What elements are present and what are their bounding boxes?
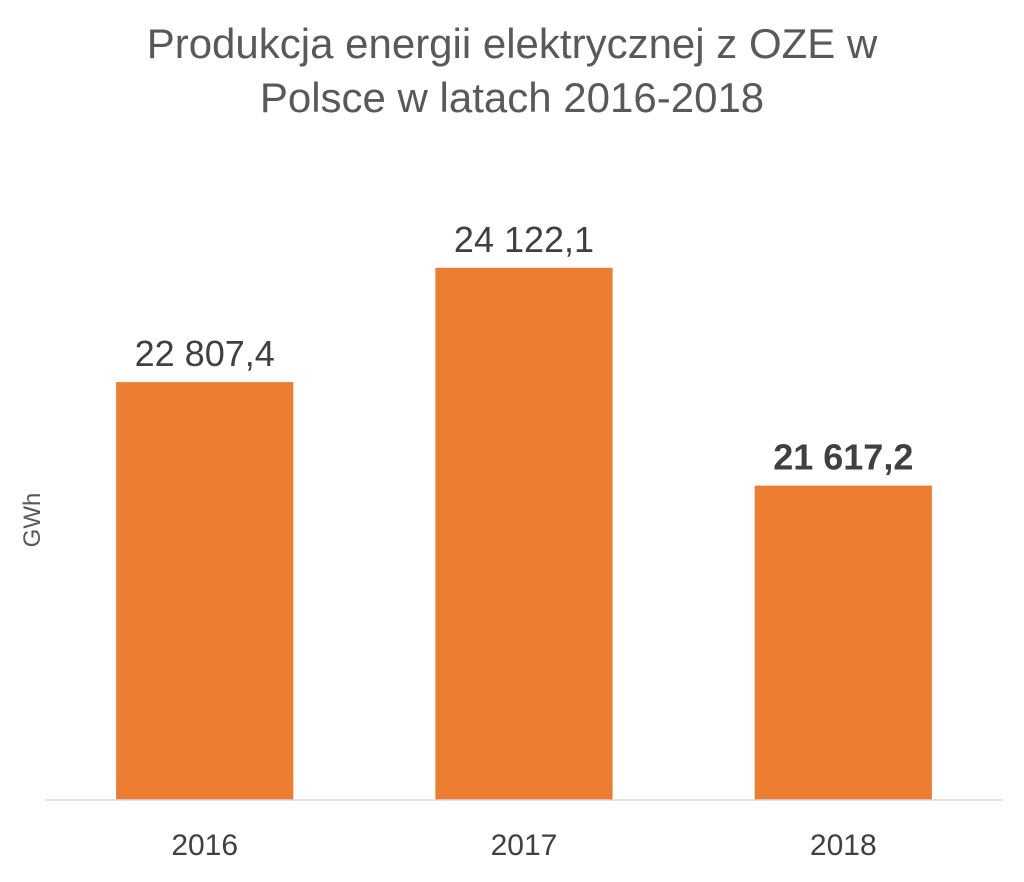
- data-label-2016: 22 807,4: [135, 333, 275, 374]
- chart-title-line-2: Polsce w latach 2016-2018: [260, 74, 764, 121]
- bar-2018: [754, 485, 932, 800]
- x-tick-label-2017: 2017: [491, 829, 558, 862]
- chart-title-line-1: Produkcja energii elektrycznej z OZE w: [147, 20, 878, 67]
- x-tick-label-2016: 2016: [171, 829, 238, 862]
- x-tick-label-2018: 2018: [810, 829, 877, 862]
- data-label-2017: 24 122,1: [454, 219, 594, 260]
- bar-2016: [116, 382, 294, 800]
- data-label-2018: 21 617,2: [773, 437, 913, 478]
- bar-2017: [435, 267, 613, 800]
- bars: 22 807,4 2016 24 122,1 2017 21 617,2 2018: [116, 219, 932, 862]
- y-axis-label: GWh: [19, 493, 46, 548]
